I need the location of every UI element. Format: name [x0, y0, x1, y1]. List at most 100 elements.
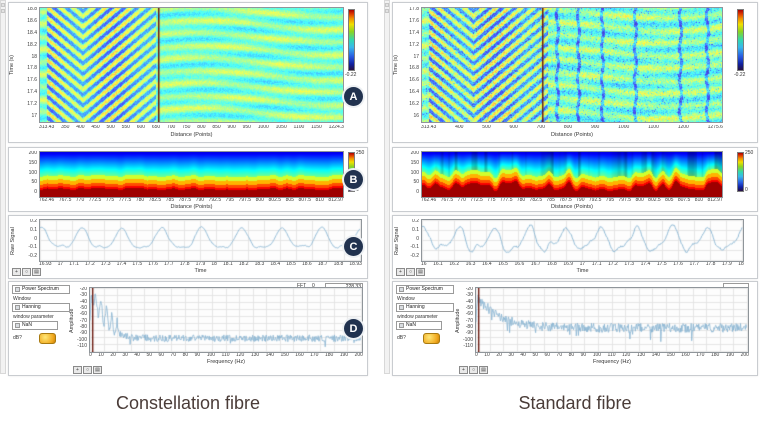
tick-label: 797.5 [618, 198, 632, 203]
tick-label: 130 [250, 353, 260, 358]
tick-label: 1150 [311, 125, 322, 130]
tick-label: 17.9 [195, 262, 206, 267]
window-selector[interactable]: Hanning [12, 303, 70, 312]
tick-label: 1100 [293, 125, 305, 130]
power-spectrum-plot[interactable] [475, 287, 749, 353]
label-badge-a: A [344, 87, 363, 106]
tick-label: 800 [635, 198, 644, 203]
tick-label: -0.1 [410, 244, 419, 251]
tick-label: -30 [465, 292, 473, 299]
raw-signal-plot[interactable] [39, 219, 362, 262]
pan-tool-button[interactable]: ▤ [32, 268, 41, 276]
ring-icon [15, 287, 20, 292]
tick-label: -60 [465, 311, 473, 318]
tick-label: -40 [465, 298, 473, 305]
crosshair-tool-button[interactable]: + [73, 366, 82, 374]
tick-label: 100 [206, 353, 216, 358]
db-toggle-led[interactable] [423, 333, 440, 344]
tick-label: 16.4 [481, 262, 492, 267]
pan-tool-button[interactable]: ▤ [416, 268, 425, 276]
tick-label: 17 [57, 262, 64, 267]
waterfall-panel-constellation: Time (s) 18.8 18.6 18.4 18.2 18 17.8 17.6 17.4 1… [8, 2, 368, 143]
zoom-tool-button[interactable]: ○ [22, 268, 31, 276]
tick-label: 50 [31, 179, 37, 186]
raw-signal-plot[interactable] [421, 219, 744, 262]
tick-label: 18.4 [27, 29, 37, 36]
raw-signal-panel-standard: Raw Signal 0.2 0.1 0 -0.1 -0.2 16 16.1 16.2 16.… [392, 215, 758, 279]
tick-label: 17.4 [27, 89, 37, 96]
tick-label: 762.46 [39, 198, 55, 203]
zoom-tool-button[interactable]: ○ [469, 366, 478, 374]
tick-label: 767.5 [440, 198, 454, 203]
tick-label: 60 [158, 353, 165, 358]
tick-label: 17.6 [673, 262, 683, 267]
tick-label: 150 [410, 159, 419, 166]
tick-label: 17.5 [132, 262, 143, 267]
tick-label: 80 [182, 353, 189, 358]
tick-label: 500 [482, 125, 491, 130]
x-axis-ticks: 16 16.1 16.2 16.3 16.4 16.5 16.6 16.7 16.8 16.9 17… [421, 262, 744, 268]
tick-label: 500 [106, 125, 115, 130]
colorbar-min-label: -0.22 [734, 72, 746, 78]
spectrogram-plot[interactable] [421, 151, 723, 198]
y-axis-ticks: 200 150 100 50 0 [21, 151, 37, 195]
spectrogram-plot[interactable] [39, 151, 344, 198]
crosshair-tool-button[interactable]: + [459, 366, 468, 374]
crosshair-tool-button[interactable]: + [12, 268, 21, 276]
tick-label: 772.5 [470, 198, 483, 203]
measurement-selector[interactable]: Power Spectrum [396, 285, 454, 294]
tick-label: 140 [265, 353, 274, 358]
colorbar [737, 9, 744, 71]
tick-label: 802.5 [268, 198, 282, 203]
tick-label: 17.5 [656, 262, 667, 267]
tick-label: 190 [725, 353, 735, 358]
x-axis-title: Distance (Points) [170, 204, 213, 210]
tick-label: -90 [465, 330, 473, 337]
tick-label: 0.1 [412, 226, 419, 233]
window-label: Window [13, 296, 31, 302]
tick-label: 50 [532, 353, 539, 358]
window-parameter-input[interactable]: NaN [12, 321, 58, 330]
x-axis-ticks: 762.46 767.5 770 772.5 775 777.5 780 782.5 785 78… [39, 198, 344, 204]
graph-palette: + ○ ▤ [396, 268, 425, 276]
waterfall-plot[interactable] [39, 7, 344, 123]
pan-tool-button[interactable]: ▤ [479, 366, 488, 374]
tick-label: 16.1 [433, 262, 443, 267]
tick-label: 18.2 [27, 41, 37, 48]
power-spectrum-plot[interactable] [89, 287, 363, 353]
crosshair-tool-button[interactable]: + [396, 268, 405, 276]
window-edge-left [0, 0, 6, 374]
tick-label: 20 [110, 353, 116, 358]
colorbar-min-label: 0 [745, 187, 748, 193]
pan-tool-button[interactable]: ▤ [93, 366, 102, 374]
tick-label: -100 [462, 336, 473, 343]
tick-label: 110 [607, 353, 616, 358]
window-selector[interactable]: Hanning [396, 303, 454, 312]
tick-label: 70 [556, 353, 563, 358]
db-toggle-led[interactable] [39, 333, 56, 344]
tick-label: 140 [651, 353, 660, 358]
tick-label: 805 [285, 198, 294, 203]
tick-label: 17.2 [409, 41, 419, 48]
colorbar [737, 152, 744, 192]
tick-label: 200 [740, 353, 749, 358]
spinner-icon [15, 323, 20, 328]
measurement-selector[interactable]: Power Spectrum [12, 285, 70, 294]
tick-label: 17.7 [163, 262, 174, 267]
y-axis-title: Raw Signal [394, 227, 400, 255]
tick-label: 1200 [677, 125, 689, 130]
tick-label: 600 [136, 125, 146, 130]
x-axis-ticks: 16.93 17 17.1 17.2 17.3 17.4 17.5 17.6 17.7 17.8 1… [39, 262, 362, 268]
tick-label: 17.2 [608, 262, 618, 267]
window-edge-nub [1, 9, 5, 13]
waterfall-plot[interactable] [421, 7, 723, 123]
window-parameter-input[interactable]: NaN [396, 321, 442, 330]
tick-label: 18.6 [301, 262, 312, 267]
tick-label: 18.93 [349, 262, 362, 267]
tick-label: 16.7 [530, 262, 541, 267]
zoom-tool-button[interactable]: ○ [83, 366, 92, 374]
zoom-tool-button[interactable]: ○ [406, 268, 415, 276]
y-axis-ticks: 18.8 18.6 18.4 18.2 18 17.8 17.6 17.4 17.2 17 [21, 7, 37, 119]
tick-label: -90 [79, 330, 87, 337]
